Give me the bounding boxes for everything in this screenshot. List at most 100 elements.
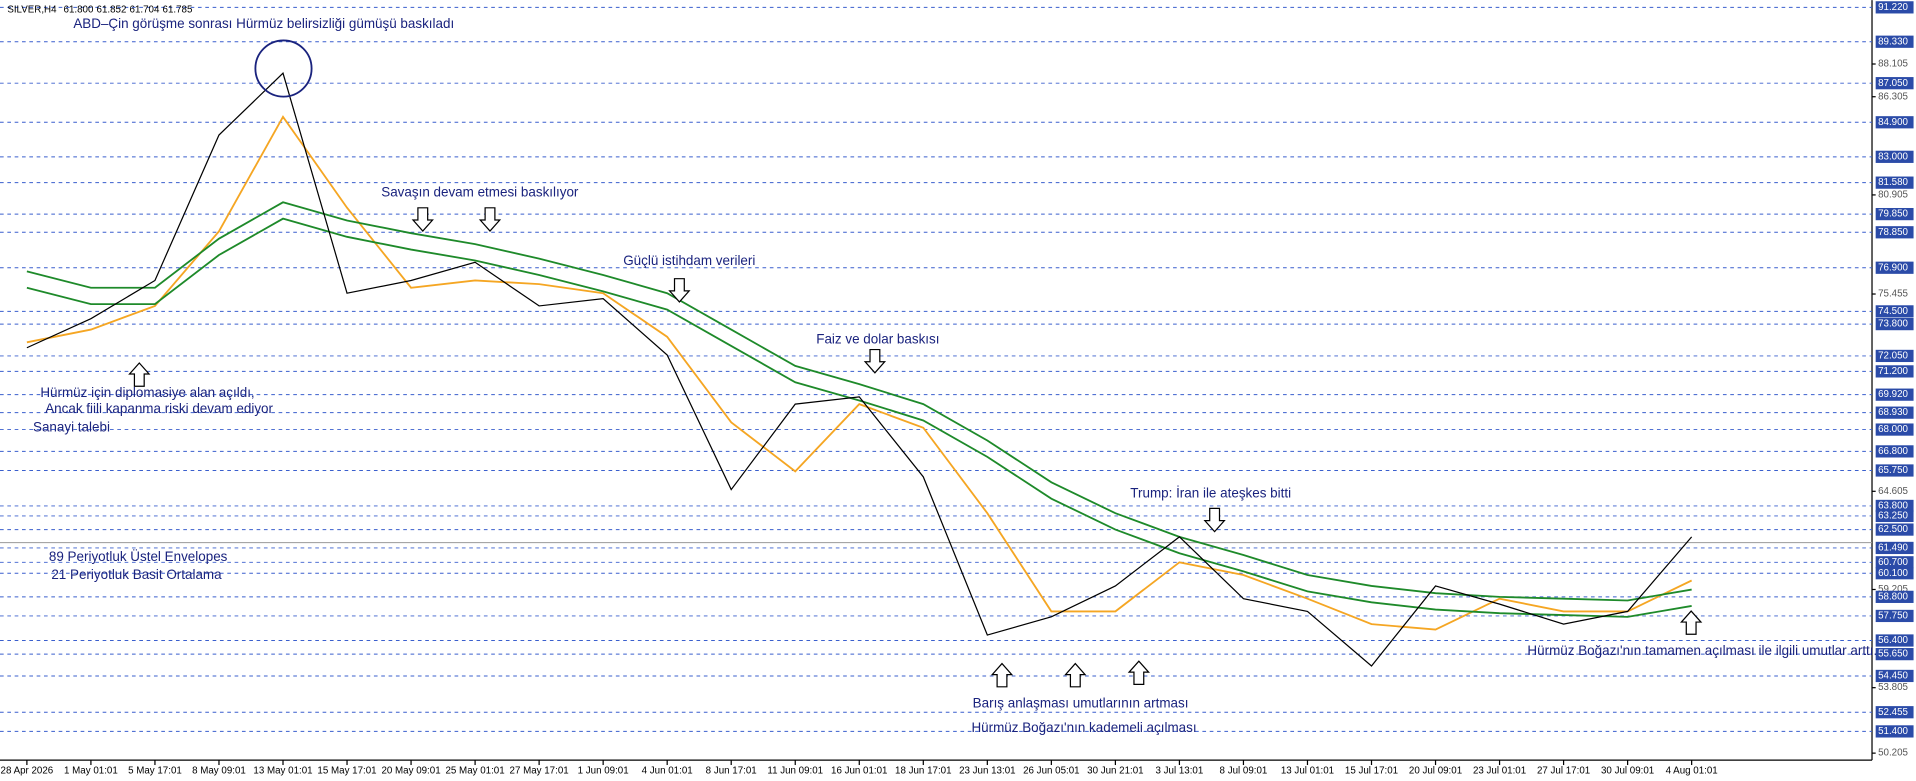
x-tick-label: 13 Jul 01:01 bbox=[1281, 766, 1334, 777]
level-label-bg bbox=[1875, 406, 1914, 419]
y-tick-label: 83.000 bbox=[1878, 151, 1908, 162]
y-tick-label: 87.050 bbox=[1878, 78, 1908, 89]
x-tick-label: 20 May 09:01 bbox=[381, 766, 440, 777]
level-label-bg bbox=[1875, 445, 1914, 458]
x-tick-label: 15 Jul 17:01 bbox=[1345, 766, 1398, 777]
x-tick-label: 30 Jun 21:01 bbox=[1087, 766, 1143, 777]
x-tick-label: 13 May 01:01 bbox=[253, 766, 312, 777]
annotation: Ancak fiili kapanma riski devam ediyor bbox=[45, 401, 273, 416]
y-tick-label: 80.905 bbox=[1878, 189, 1908, 200]
y-tick-label: 76.900 bbox=[1878, 262, 1908, 273]
x-tick-label: 25 May 01:01 bbox=[445, 766, 504, 777]
level-label-bg bbox=[1875, 567, 1914, 580]
x-tick-label: 26 Jun 05:01 bbox=[1023, 766, 1079, 777]
y-tick-label: 68.930 bbox=[1878, 407, 1908, 418]
y-tick-label: 69.920 bbox=[1878, 389, 1908, 400]
y-tick-label: 55.650 bbox=[1878, 649, 1908, 660]
x-tick-label: 27 Jul 17:01 bbox=[1537, 766, 1590, 777]
x-tick-label: 5 May 17:01 bbox=[128, 766, 182, 777]
x-tick-label: 15 May 17:01 bbox=[317, 766, 376, 777]
x-tick-label: 3 Jul 13:01 bbox=[1156, 766, 1204, 777]
y-tick-label: 74.500 bbox=[1878, 306, 1908, 317]
x-tick-label: 11 Jun 09:01 bbox=[767, 766, 823, 777]
y-tick-label: 62.500 bbox=[1878, 524, 1908, 535]
y-tick-label: 63.250 bbox=[1878, 511, 1908, 522]
y-tick-label: 53.805 bbox=[1878, 682, 1908, 693]
highlight-circle bbox=[254, 39, 313, 98]
y-tick-label: 60.700 bbox=[1878, 557, 1908, 568]
annotation: Güçlü istihdam verileri bbox=[623, 253, 755, 268]
x-tick-label: 4 Jun 01:01 bbox=[642, 766, 693, 777]
level-label-bg bbox=[1875, 35, 1914, 48]
x-tick-label: 28 Apr 2026 bbox=[1, 766, 54, 777]
level-label-bg bbox=[1875, 207, 1914, 221]
level-label-bg bbox=[1875, 464, 1914, 477]
level-label-bg bbox=[1875, 523, 1914, 536]
level-label-bg bbox=[1875, 590, 1914, 603]
x-tick-label: 20 Jul 09:01 bbox=[1409, 766, 1462, 777]
y-tick-label: 61.490 bbox=[1878, 543, 1908, 554]
level-label-bg bbox=[1875, 541, 1914, 555]
level-label-bg bbox=[1875, 150, 1914, 163]
level-label-bg bbox=[1875, 261, 1914, 274]
annotation: Hürmüz için diplomasiye alan açıldı, bbox=[40, 385, 254, 400]
y-tick-label: 52.455 bbox=[1878, 707, 1908, 718]
annotation: ABD–Çin görüşme sonrası Hürmüz belirsizl… bbox=[73, 16, 454, 31]
y-tick-label: 54.450 bbox=[1878, 671, 1908, 682]
level-label-bg bbox=[1875, 176, 1914, 189]
x-tick-label: 1 May 01:01 bbox=[64, 766, 118, 777]
y-tick-label: 50.205 bbox=[1878, 748, 1908, 759]
y-tick-label: 72.050 bbox=[1878, 351, 1908, 362]
level-label-bg bbox=[1875, 116, 1914, 129]
y-tick-label: 88.105 bbox=[1878, 59, 1908, 70]
series-line bbox=[26, 201, 1692, 602]
annotation: Hürmüz Boğazı'nın tamamen açılması ile i… bbox=[1527, 643, 1877, 658]
annotation: Trump: İran ile ateşkes bitti bbox=[1130, 485, 1291, 500]
y-tick-label: 84.900 bbox=[1878, 117, 1908, 128]
level-label-bg bbox=[1875, 349, 1914, 363]
x-tick-label: 30 Jul 09:01 bbox=[1601, 766, 1654, 777]
y-tick-label: 73.800 bbox=[1878, 319, 1908, 330]
x-tick-label: 8 Jun 17:01 bbox=[706, 766, 757, 777]
ohlc-value: 61.704 bbox=[130, 4, 160, 15]
level-label-bg bbox=[1875, 648, 1914, 661]
series-line bbox=[26, 72, 1693, 667]
level-label-bg bbox=[1875, 1, 1914, 14]
annotation: Sanayi talebi bbox=[33, 419, 110, 434]
y-tick-label: 75.455 bbox=[1878, 289, 1908, 300]
y-tick-label: 71.200 bbox=[1878, 366, 1908, 377]
level-label-bg bbox=[1875, 499, 1914, 513]
y-tick-label: 79.850 bbox=[1878, 209, 1908, 220]
y-tick-label: 78.850 bbox=[1878, 227, 1908, 238]
level-label-bg bbox=[1875, 609, 1914, 623]
level-label-bg bbox=[1875, 423, 1914, 436]
y-tick-label: 57.750 bbox=[1878, 611, 1908, 622]
x-tick-label: 18 Jun 17:01 bbox=[895, 766, 951, 777]
legend-entry: 21 Periyotluk Basit Ortalama bbox=[51, 567, 222, 582]
annotation: Hürmüz Boğazı'nın kademeli açılması bbox=[971, 720, 1196, 735]
ohlc-value: 61.800 bbox=[64, 4, 94, 15]
y-tick-label: 68.000 bbox=[1878, 424, 1908, 435]
level-label-bg bbox=[1875, 305, 1914, 318]
x-tick-label: 23 Jun 13:01 bbox=[959, 766, 1015, 777]
x-tick-label: 4 Aug 01:01 bbox=[1666, 766, 1718, 777]
annotation: Savaşın devam etmesi baskılıyor bbox=[381, 185, 579, 200]
annotation: Barış anlaşması umutlarının artması bbox=[973, 695, 1189, 710]
level-label-bg bbox=[1875, 669, 1914, 683]
level-label-bg bbox=[1875, 706, 1914, 719]
y-tick-label: 65.750 bbox=[1878, 465, 1908, 476]
y-tick-label: 91.220 bbox=[1878, 2, 1908, 13]
y-tick-label: 60.100 bbox=[1878, 568, 1908, 579]
legend-entry: 89 Periyotluk Üstel Envelopes bbox=[49, 549, 228, 564]
level-label-bg bbox=[1875, 388, 1914, 401]
ohlc-value: 61.852 bbox=[97, 4, 127, 15]
y-tick-label: 89.330 bbox=[1878, 36, 1908, 47]
x-tick-label: 8 May 09:01 bbox=[192, 766, 246, 777]
x-tick-label: 8 Jul 09:01 bbox=[1220, 766, 1268, 777]
level-label-bg bbox=[1875, 725, 1914, 738]
level-label-bg bbox=[1875, 318, 1914, 331]
level-label-bg bbox=[1875, 226, 1914, 239]
y-tick-label: 59.205 bbox=[1878, 584, 1908, 595]
